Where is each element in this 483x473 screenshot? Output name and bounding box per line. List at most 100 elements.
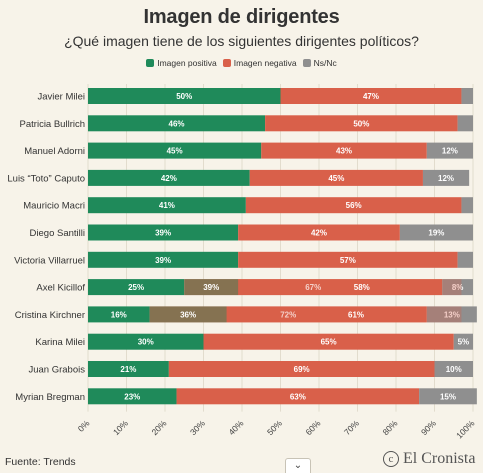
bar-negative bbox=[280, 88, 462, 104]
data-label-nsnc: 19% bbox=[428, 229, 444, 238]
brand-name: El Cronista bbox=[403, 450, 476, 467]
scroll-down-button[interactable]: ⌄ bbox=[285, 458, 311, 473]
data-label-negative: 69% bbox=[294, 365, 310, 374]
x-tick-label: 100% bbox=[454, 418, 477, 441]
bar-positive bbox=[88, 224, 239, 241]
bar-positive bbox=[88, 169, 250, 186]
data-label-negative: 67% bbox=[305, 283, 321, 292]
data-label-nsnc: 8% bbox=[452, 283, 464, 292]
bar-nsnc bbox=[426, 142, 473, 159]
chart-title: Imagen de dirigentes bbox=[143, 6, 340, 28]
x-tick-label: 30% bbox=[188, 418, 207, 437]
bar-positive bbox=[88, 388, 177, 405]
bar-negative bbox=[245, 197, 462, 214]
bar-overlay-negative bbox=[226, 306, 462, 323]
source-note: Fuente: Trends bbox=[5, 456, 76, 468]
data-label-positive: 21% bbox=[120, 365, 136, 374]
data-label-negative: 43% bbox=[336, 147, 352, 156]
data-label-positive: 30% bbox=[138, 338, 154, 347]
data-label-negative: 65% bbox=[321, 338, 337, 347]
data-label-negative: 72% bbox=[280, 310, 296, 319]
data-label-negative: 50% bbox=[353, 119, 369, 128]
data-label-nsnc: 12% bbox=[442, 147, 458, 156]
bar-overlay-negative bbox=[238, 279, 462, 296]
bar-negative bbox=[261, 142, 427, 159]
x-tick-label: 10% bbox=[111, 418, 130, 437]
bar-nsnc bbox=[442, 279, 473, 296]
data-label-negative: 45% bbox=[328, 174, 344, 183]
data-label-overlay-positive: 36% bbox=[180, 310, 196, 319]
category-label: Luis “Toto” Caputo bbox=[7, 173, 85, 184]
bar-negative bbox=[249, 169, 423, 186]
category-label: Patricia Bullrich bbox=[20, 119, 85, 130]
bar-negative bbox=[149, 306, 427, 323]
bar-positive bbox=[88, 306, 150, 323]
data-label-positive: 50% bbox=[176, 92, 192, 101]
data-label-negative: 42% bbox=[311, 229, 327, 238]
legend-label-nsnc: Ns/Nc bbox=[313, 58, 337, 68]
category-label: Karina Milei bbox=[35, 337, 85, 348]
legend-swatch-positive bbox=[146, 59, 155, 67]
x-tick-label: 0% bbox=[76, 418, 92, 434]
bar-chart: Javier Milei 50% 47% Patricia Bullrich 46% 50… bbox=[7, 84, 477, 441]
x-tick-label: 60% bbox=[303, 418, 322, 437]
category-label: Cristina Kirchner bbox=[15, 310, 85, 321]
bar-nsnc bbox=[457, 251, 473, 268]
legend-swatch-negative bbox=[222, 59, 231, 67]
data-label-nsnc: 12% bbox=[438, 174, 454, 183]
data-label-overlay-positive: 39% bbox=[203, 283, 219, 292]
x-tick-label: 80% bbox=[380, 418, 399, 437]
category-label: Diego Santilli bbox=[30, 228, 85, 239]
x-tick-label: 20% bbox=[149, 418, 168, 437]
bar-nsnc bbox=[453, 333, 473, 350]
bar-nsnc bbox=[426, 306, 477, 323]
data-label-positive: 23% bbox=[124, 392, 140, 401]
data-label-positive: 16% bbox=[111, 310, 127, 319]
legend-item-nsnc: Ns/Nc bbox=[302, 58, 337, 68]
bar-positive bbox=[88, 142, 262, 159]
bar-overlay-positive bbox=[184, 279, 239, 296]
x-tick-label: 50% bbox=[265, 418, 284, 437]
data-label-positive: 45% bbox=[167, 147, 183, 156]
bar-positive bbox=[88, 88, 281, 104]
bar-negative bbox=[238, 251, 458, 268]
bar-nsnc bbox=[461, 88, 473, 104]
bar-nsnc bbox=[461, 197, 473, 214]
data-label-nsnc: 5% bbox=[458, 338, 470, 347]
legend-swatch-nsnc bbox=[302, 59, 311, 67]
data-label-negative: 63% bbox=[290, 392, 306, 401]
category-label: Victoria Villarruel bbox=[14, 255, 85, 266]
data-label-positive: 41% bbox=[159, 201, 175, 210]
data-label-positive: 39% bbox=[155, 256, 171, 265]
bar-negative bbox=[203, 333, 454, 350]
bar-positive bbox=[88, 197, 246, 214]
chevron-down-icon: ⌄ bbox=[293, 460, 303, 471]
x-tick-label: 40% bbox=[226, 418, 245, 437]
bar-negative bbox=[184, 279, 443, 296]
legend-item-negative: Imagen negativa bbox=[222, 58, 297, 68]
data-label-nsnc: 13% bbox=[444, 310, 460, 319]
data-label-positive: 25% bbox=[128, 283, 144, 292]
category-label: Javier Milei bbox=[37, 92, 85, 103]
data-label-overlay-negative: 58% bbox=[354, 283, 370, 292]
x-tick-label: 90% bbox=[419, 418, 438, 437]
data-label-negative: 56% bbox=[346, 201, 362, 210]
data-label-negative: 47% bbox=[363, 92, 379, 101]
legend: Imagen positiva Imagen negativa Ns/Nc bbox=[0, 58, 483, 68]
bar-positive bbox=[88, 115, 266, 132]
data-label-overlay-negative: 61% bbox=[348, 310, 364, 319]
data-label-positive: 39% bbox=[155, 229, 171, 238]
bar-negative bbox=[168, 361, 435, 377]
data-label-negative: 57% bbox=[340, 256, 356, 265]
bar-overlay-positive bbox=[149, 306, 227, 323]
bar-nsnc bbox=[419, 388, 477, 405]
bar-positive bbox=[88, 251, 239, 268]
category-label: Manuel Adorni bbox=[24, 146, 85, 157]
legend-item-positive: Imagen positiva bbox=[146, 58, 217, 68]
bar-negative bbox=[176, 388, 420, 405]
bar-nsnc bbox=[457, 115, 473, 132]
legend-label-positive: Imagen positiva bbox=[157, 58, 217, 68]
data-label-nsnc: 10% bbox=[446, 365, 462, 374]
legend-label-negative: Imagen negativa bbox=[233, 58, 297, 68]
bar-positive bbox=[88, 333, 204, 350]
